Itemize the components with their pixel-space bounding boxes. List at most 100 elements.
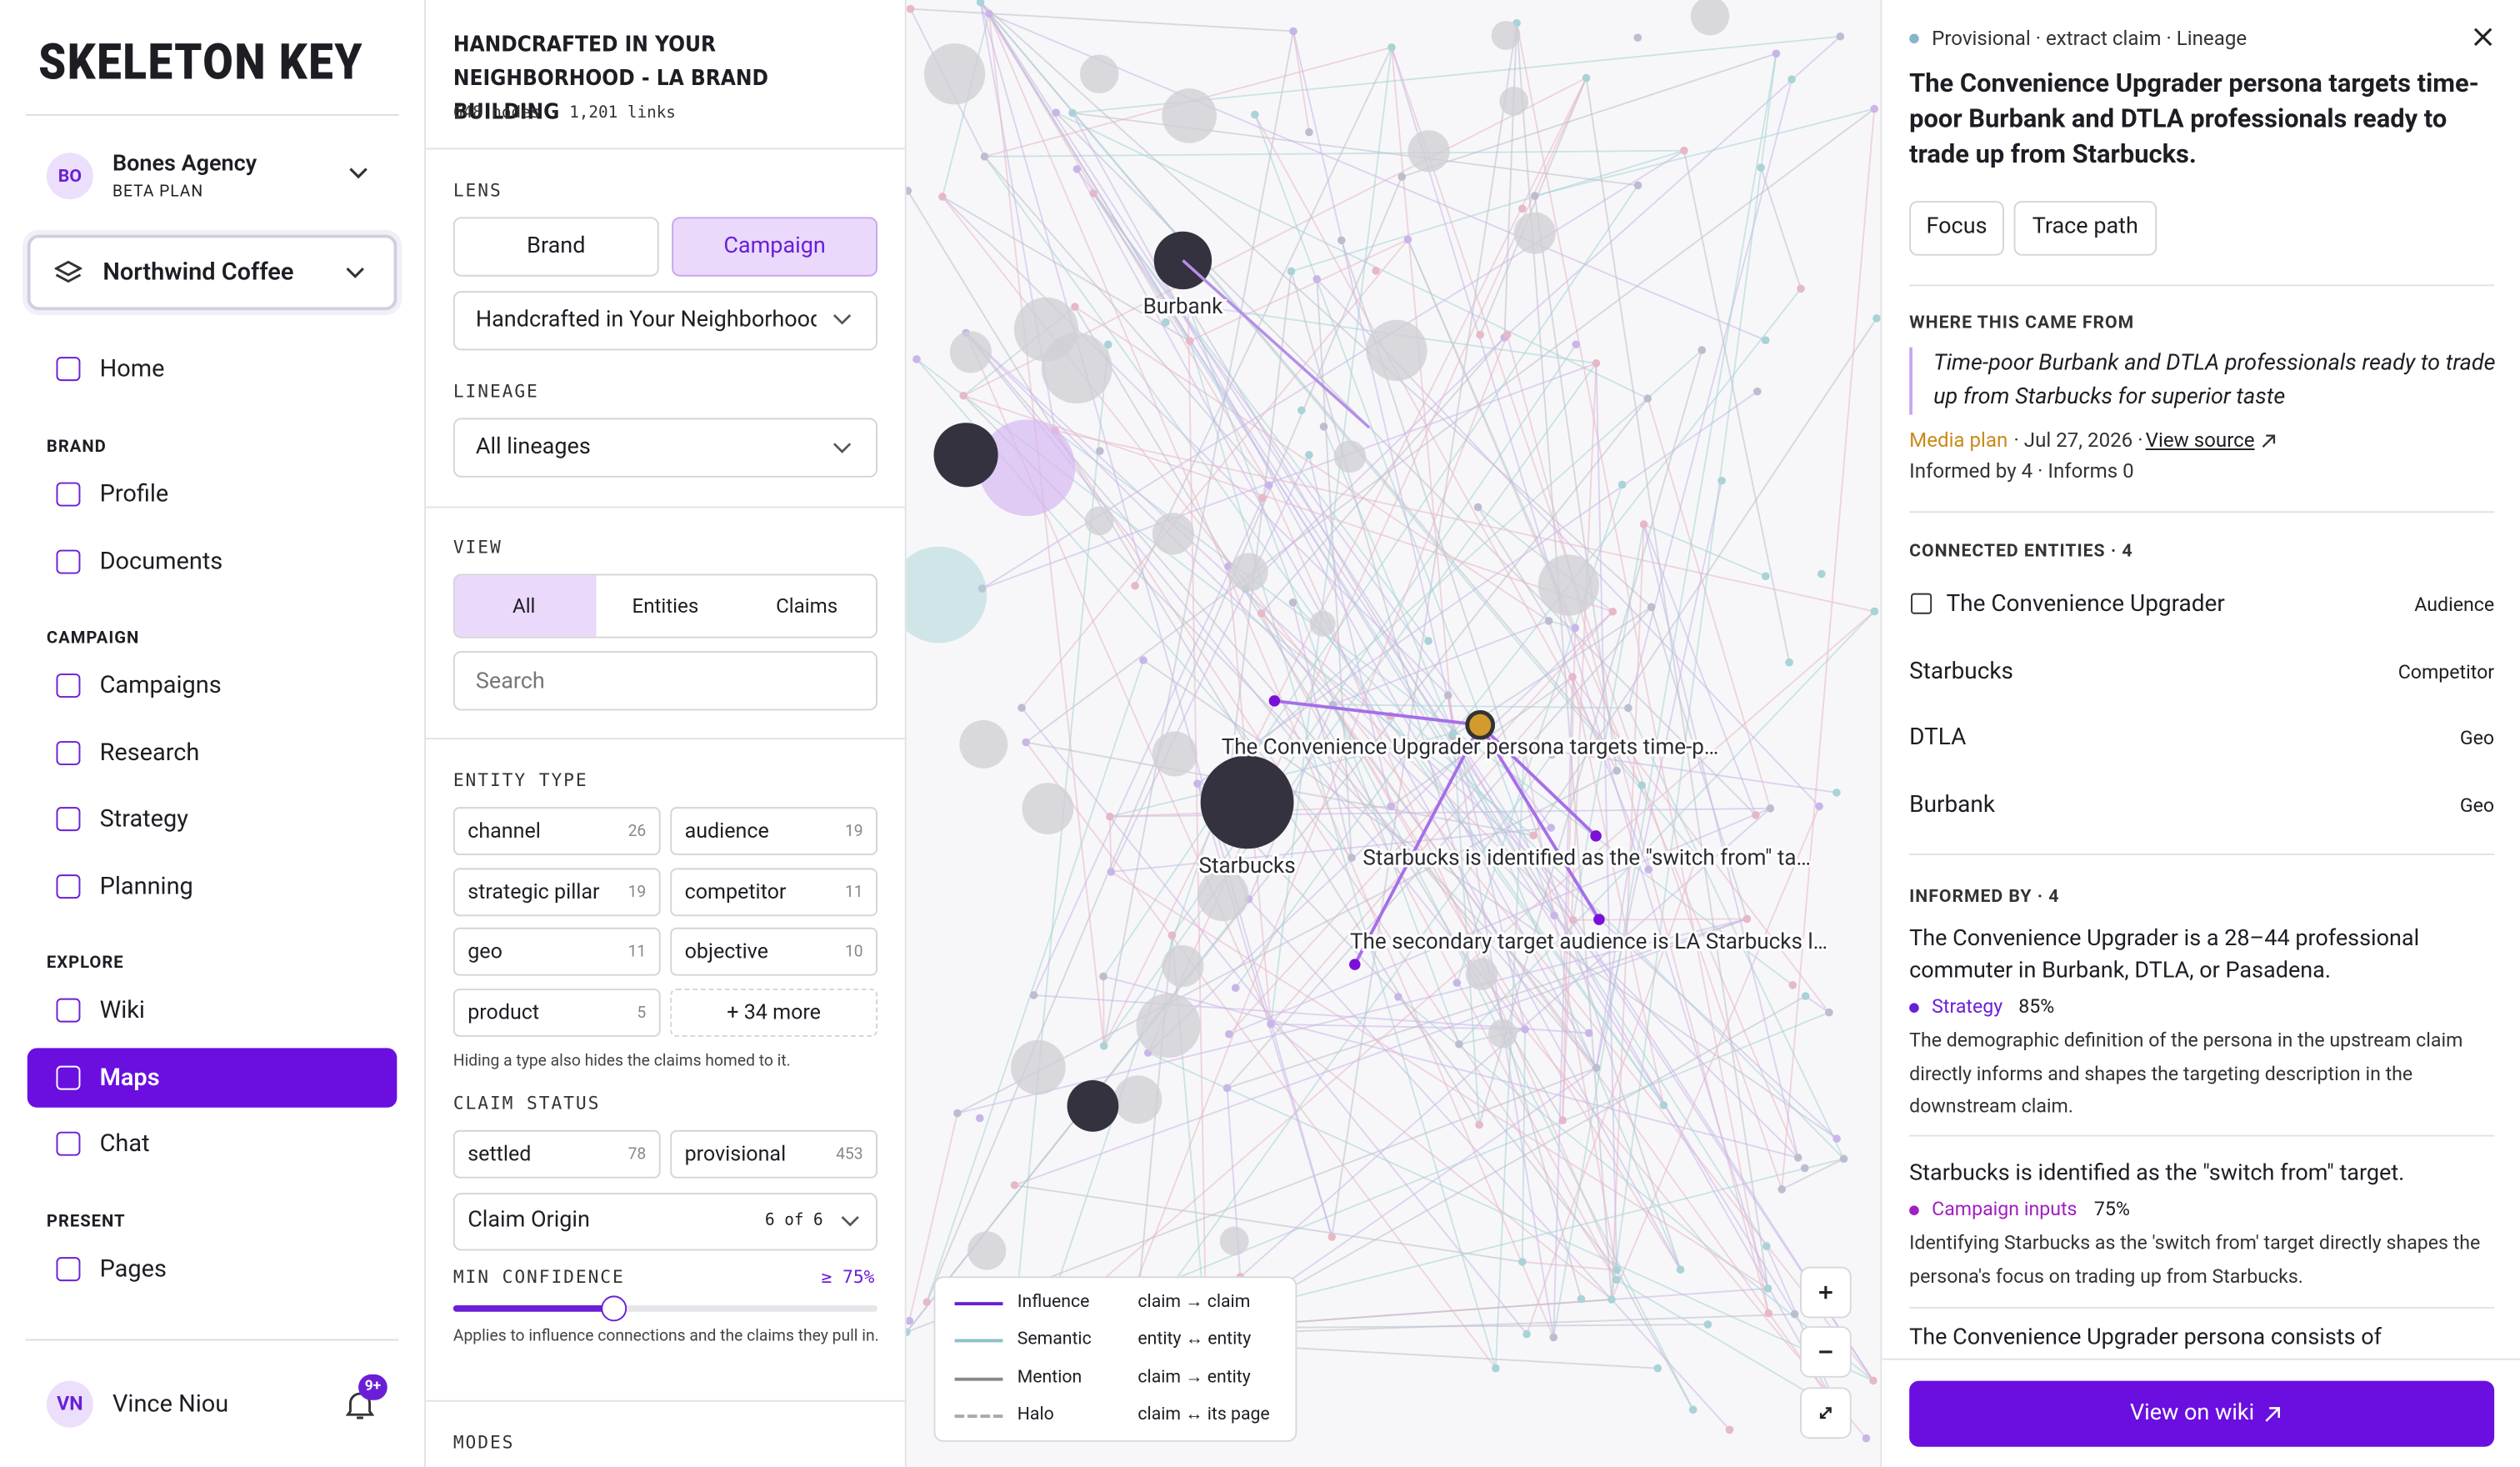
project-select[interactable] [27,234,398,311]
lineage-select[interactable]: All lineages [452,418,878,478]
slider-thumb[interactable] [601,1295,628,1322]
edge [1102,184,1639,977]
node [1162,944,1204,988]
wiki-button[interactable] [1909,1380,2495,1447]
node [906,1328,911,1337]
filter-chip[interactable]: product 5 [452,988,661,1036]
zoom-in[interactable] [1799,1266,1852,1319]
notification-badge: 9+ [358,1374,388,1400]
graph-canvas[interactable]: Burbank Starbucks The Convenience Upgrader… [906,0,1881,1467]
logo: SKELETON KEY [38,32,364,92]
node [1550,911,1558,920]
nav-item[interactable]: Maps [99,1061,160,1091]
node [1592,359,1601,368]
node [959,391,968,400]
edge [1290,271,1582,1299]
origin-select[interactable] [452,1192,878,1251]
node [922,1298,932,1307]
entity-name[interactable]: DTLA [1909,723,1967,751]
view-option[interactable]: Entities [632,594,699,619]
filter-chip[interactable]: geo 11 [452,927,661,976]
source-link[interactable]: View source [2145,428,2255,453]
nav-item[interactable]: Documents [99,545,223,575]
lens-button-active[interactable] [672,217,878,277]
nav-item[interactable]: Strategy [99,804,188,833]
node [1499,87,1529,116]
edge [1523,746,1838,794]
user-name[interactable]: Vince Niou [112,1389,229,1418]
node [1168,931,1177,940]
informed-claim[interactable]: Starbucks is identified as the "switch f… [1909,1160,2405,1187]
edge [1270,676,1573,1025]
node [1797,284,1805,293]
node [953,1109,962,1118]
filter-chip[interactable]: settled 78 [452,1129,661,1179]
node [1643,394,1652,403]
focus-button[interactable] [1909,201,2004,256]
source-type: Media plan [1909,428,2008,453]
informed-claim[interactable]: The Convenience Upgrader is a 28–44 prof… [1909,925,2420,984]
entity-name[interactable]: Starbucks [1909,656,2013,684]
section-label: EXPLORE [46,951,124,973]
nav-item[interactable]: Wiki [99,994,145,1024]
entity-name[interactable]: Burbank [1909,789,1995,818]
edge [910,8,1294,33]
nav-item[interactable]: Home [99,353,165,383]
view-option[interactable]: All [512,594,536,619]
edge [1642,523,1799,1159]
search-input[interactable]: Search [452,651,878,711]
nav-item[interactable]: Chat [99,1128,150,1158]
filter-chip[interactable]: audience 19 [670,807,878,855]
node [1612,1275,1621,1284]
edge [1270,1067,1598,1295]
view-option[interactable]: Claims [776,594,838,619]
node [1690,0,1730,36]
filter-chip[interactable]: provisional 453 [670,1129,878,1179]
edge [1452,288,1802,734]
filter-chip[interactable]: channel 26 [452,807,661,855]
nav-item[interactable]: Campaigns [99,670,222,699]
org-name[interactable]: Bones Agency [112,151,258,178]
divider [426,148,905,150]
edge [1562,363,1598,1121]
node [1872,314,1881,323]
nav-item[interactable]: Pages [99,1254,167,1283]
section-label: PRESENT [46,1210,126,1232]
nav-item[interactable]: Planning [99,870,193,900]
nav-icon [56,740,81,765]
chevron[interactable] [348,166,370,182]
node [1106,812,1114,821]
node [1312,275,1322,283]
node [1113,1075,1162,1124]
more-chip[interactable]: + 34 more [670,989,878,1037]
select-value: All lineages [475,433,591,460]
origin-name: Campaign inputs [1932,1197,2078,1220]
trace-button[interactable] [2013,201,2158,256]
divider [426,506,905,508]
chevron [832,314,852,325]
node [1011,1039,1066,1095]
status-dot [1909,33,1919,44]
project-name: Northwind Coffee [102,257,294,287]
close-button[interactable] [2473,28,2492,47]
edge [1187,304,1208,1333]
nav-item[interactable]: Research [99,737,200,766]
section-label: CAMPAIGN [46,627,140,648]
nav-item[interactable]: Profile [99,478,169,508]
chip-count: 78 [628,1146,647,1164]
lens-label: Campaign [723,233,826,259]
edge [1595,363,1618,1270]
filter-chip[interactable]: competitor 11 [670,867,878,916]
edge [1526,855,1698,1334]
campaign-select[interactable]: Handcrafted in Your Neighborhood [452,291,878,351]
filter-chip[interactable]: objective 10 [670,927,878,976]
node [1608,607,1618,616]
zoom-out[interactable] [1799,1326,1852,1378]
filter-chip[interactable]: strategic pillar 19 [452,867,661,916]
audience-icon [1911,593,1932,614]
zoom-icon [1819,1285,1832,1299]
lens-button[interactable] [452,217,659,277]
fit-view[interactable] [1799,1387,1852,1439]
entity-name[interactable]: The Convenience Upgrader [1946,589,2225,618]
node [1718,476,1726,485]
